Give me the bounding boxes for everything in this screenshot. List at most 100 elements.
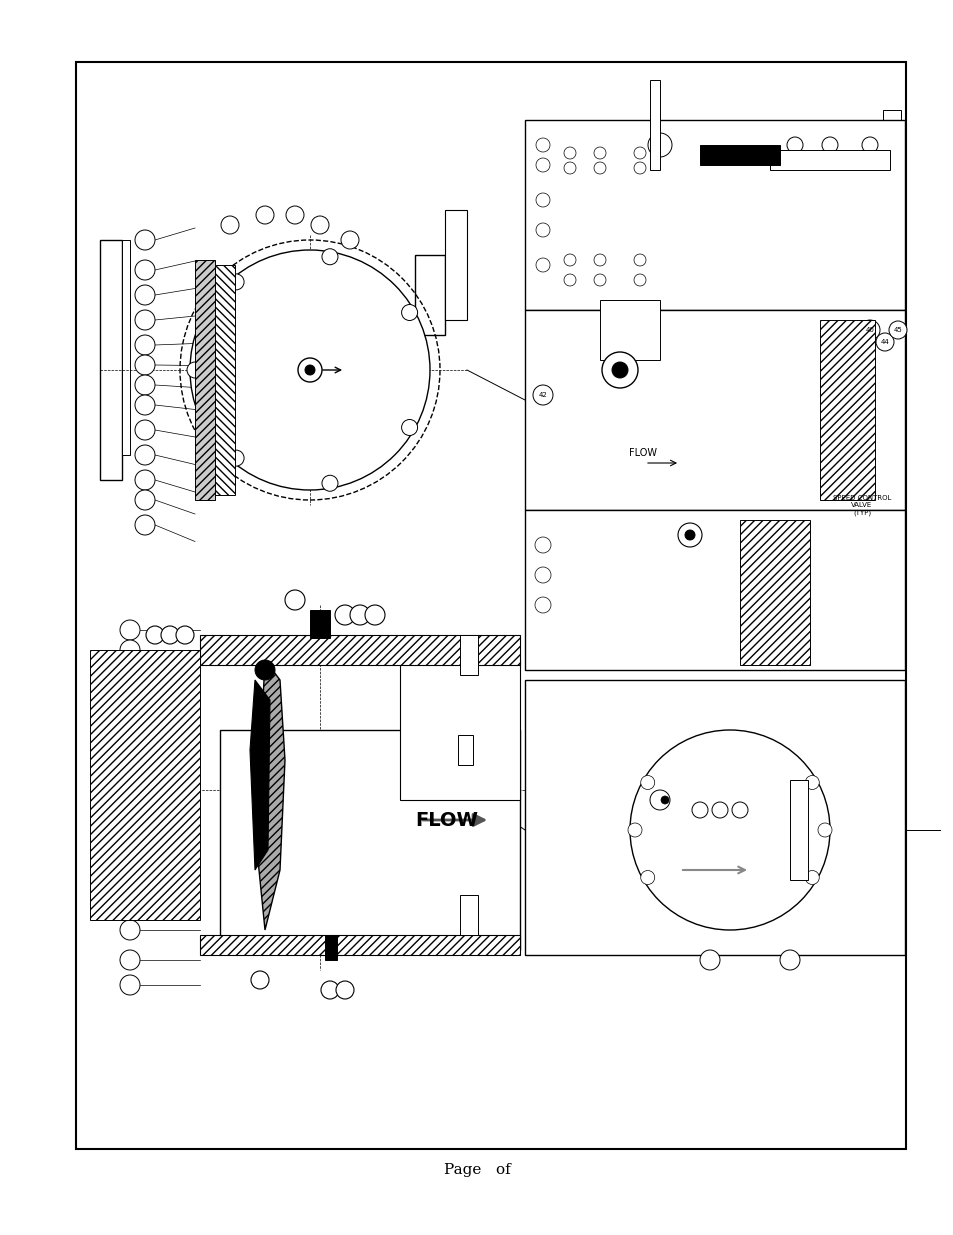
- Circle shape: [594, 162, 605, 174]
- Polygon shape: [90, 650, 200, 920]
- Bar: [122, 240, 130, 454]
- Circle shape: [612, 362, 627, 378]
- Circle shape: [221, 216, 239, 233]
- Circle shape: [254, 659, 274, 680]
- Circle shape: [634, 254, 645, 266]
- Circle shape: [535, 537, 551, 553]
- Circle shape: [731, 802, 747, 818]
- Circle shape: [135, 285, 154, 305]
- Circle shape: [187, 362, 203, 378]
- Circle shape: [190, 249, 430, 490]
- Bar: [310, 610, 330, 638]
- Circle shape: [786, 137, 802, 153]
- Circle shape: [305, 366, 314, 375]
- Polygon shape: [194, 261, 214, 500]
- Bar: [874, 515, 899, 564]
- Circle shape: [350, 605, 370, 625]
- Circle shape: [120, 840, 140, 860]
- Circle shape: [563, 162, 576, 174]
- Bar: [444, 210, 467, 320]
- Circle shape: [594, 274, 605, 287]
- Circle shape: [634, 274, 645, 287]
- Circle shape: [875, 333, 893, 351]
- Bar: [524, 510, 904, 671]
- Text: FLOW: FLOW: [628, 448, 657, 458]
- Circle shape: [135, 445, 154, 466]
- Circle shape: [536, 193, 550, 207]
- Circle shape: [536, 138, 550, 152]
- Circle shape: [640, 776, 654, 789]
- Polygon shape: [740, 520, 809, 664]
- Circle shape: [135, 395, 154, 415]
- Circle shape: [286, 206, 304, 224]
- Circle shape: [135, 471, 154, 490]
- Circle shape: [594, 254, 605, 266]
- Bar: [854, 135, 879, 175]
- Circle shape: [563, 274, 576, 287]
- Circle shape: [285, 590, 305, 610]
- Bar: [649, 80, 659, 170]
- Circle shape: [640, 871, 654, 884]
- Circle shape: [251, 971, 269, 989]
- Circle shape: [335, 981, 354, 999]
- Circle shape: [804, 776, 819, 789]
- Text: SPEED CONTROL
VALVE
(TYP): SPEED CONTROL VALVE (TYP): [832, 495, 890, 515]
- Circle shape: [135, 375, 154, 395]
- Circle shape: [175, 626, 193, 643]
- Circle shape: [536, 224, 550, 237]
- Circle shape: [888, 321, 906, 338]
- Bar: [535, 515, 559, 564]
- Circle shape: [804, 871, 819, 884]
- Circle shape: [135, 490, 154, 510]
- Circle shape: [135, 261, 154, 280]
- Circle shape: [691, 802, 707, 818]
- Circle shape: [660, 797, 668, 804]
- Bar: [220, 730, 519, 950]
- Circle shape: [135, 335, 154, 354]
- Circle shape: [601, 352, 638, 388]
- Circle shape: [135, 420, 154, 440]
- Bar: [535, 695, 559, 764]
- Circle shape: [120, 920, 140, 940]
- Circle shape: [536, 158, 550, 172]
- Text: 45: 45: [893, 327, 902, 333]
- Bar: [599, 300, 659, 359]
- Polygon shape: [200, 635, 519, 664]
- Polygon shape: [200, 935, 519, 955]
- Circle shape: [146, 626, 164, 643]
- Circle shape: [536, 258, 550, 272]
- Circle shape: [401, 305, 417, 321]
- Circle shape: [321, 475, 337, 492]
- Circle shape: [401, 420, 417, 436]
- Circle shape: [335, 605, 355, 625]
- Circle shape: [120, 950, 140, 969]
- Text: 42: 42: [538, 391, 547, 398]
- Circle shape: [321, 248, 337, 264]
- Circle shape: [135, 230, 154, 249]
- Circle shape: [311, 216, 329, 233]
- Circle shape: [535, 567, 551, 583]
- Circle shape: [535, 597, 551, 613]
- Bar: [874, 315, 899, 370]
- Polygon shape: [214, 266, 234, 495]
- Text: 44: 44: [880, 338, 888, 345]
- Bar: [524, 310, 904, 510]
- Circle shape: [135, 310, 154, 330]
- Circle shape: [365, 605, 385, 625]
- Text: FLOW: FLOW: [415, 810, 477, 830]
- Polygon shape: [820, 320, 874, 500]
- Text: 40: 40: [864, 327, 874, 333]
- Circle shape: [120, 620, 140, 640]
- Circle shape: [228, 274, 244, 290]
- Circle shape: [228, 450, 244, 466]
- Circle shape: [634, 147, 645, 159]
- Circle shape: [634, 162, 645, 174]
- Bar: [535, 135, 559, 175]
- Bar: [524, 120, 904, 310]
- Circle shape: [320, 981, 338, 999]
- Bar: [524, 680, 904, 955]
- Circle shape: [649, 790, 669, 810]
- Circle shape: [120, 974, 140, 995]
- Circle shape: [120, 895, 140, 915]
- Bar: [700, 144, 780, 165]
